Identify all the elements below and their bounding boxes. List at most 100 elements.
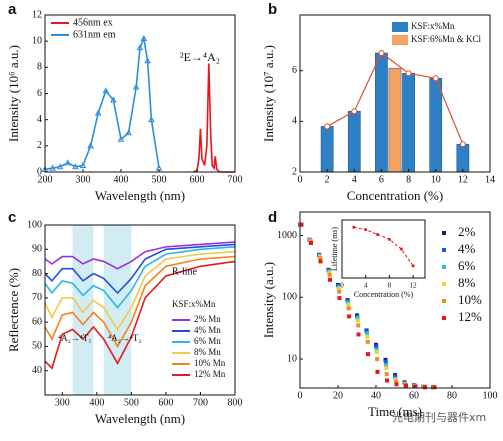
x-tick-label: 400	[114, 174, 129, 185]
x-tick-label: 300	[76, 174, 91, 185]
trend-marker	[432, 75, 439, 82]
y-axis-label: Reflectence (%)	[6, 268, 21, 352]
x-tick-label: 600	[158, 397, 173, 408]
y-tick-label: 100	[282, 292, 297, 303]
point	[337, 289, 342, 294]
plot-frame	[299, 14, 491, 173]
annotation: ⁴A₂→⁴T₂	[108, 333, 142, 343]
point	[384, 365, 389, 370]
point	[394, 379, 399, 384]
bar	[456, 143, 470, 173]
series-marker	[72, 163, 79, 170]
point	[346, 302, 351, 307]
point	[327, 270, 332, 275]
x-tick-label: 500	[152, 174, 167, 185]
point	[318, 256, 323, 261]
point	[374, 344, 379, 349]
inset-marker	[399, 247, 403, 251]
point	[356, 323, 361, 328]
legend-label: 8%	[458, 275, 476, 290]
annotation: ²E→⁴A₂	[180, 50, 220, 64]
point	[328, 277, 332, 282]
plot-frame	[44, 14, 236, 173]
x-axis-label: Concentration (%)	[347, 188, 443, 203]
x-tick-label: 8	[406, 174, 411, 185]
point	[384, 372, 389, 377]
point	[375, 357, 380, 362]
x-tick-label: 500	[124, 397, 139, 408]
y-tick-label: 4	[37, 114, 42, 125]
shaded-band	[72, 225, 94, 395]
inset-y-label: Lifetime (ms)	[330, 227, 339, 272]
panel-label: d	[268, 209, 277, 226]
series-marker	[49, 164, 56, 171]
series-line	[44, 250, 236, 331]
series-marker	[132, 83, 140, 90]
inset-marker	[376, 233, 380, 236]
y-tick-label: 10	[287, 353, 297, 364]
y-axis-label: Intensity (10⁶ a.u.)	[6, 45, 21, 142]
legend-swatch	[442, 299, 446, 303]
inset-x-label: Concentration (%)	[354, 290, 414, 299]
legend-swatch	[442, 231, 446, 235]
trend-marker	[405, 70, 412, 77]
series-marker	[140, 35, 148, 42]
y-tick-label: 10	[32, 35, 42, 46]
x-tick-label: 12	[410, 282, 418, 290]
y-tick-label: 90	[32, 244, 42, 255]
point	[299, 222, 304, 227]
plot-frame	[341, 219, 426, 279]
series-marker	[148, 116, 155, 123]
x-tick-label: 2	[325, 174, 330, 185]
series-line	[44, 260, 236, 370]
series-marker	[136, 44, 144, 51]
series-marker	[125, 129, 132, 136]
legend-swatch	[442, 265, 446, 269]
inset-background	[342, 220, 425, 278]
x-axis-label: Time (ms)	[368, 404, 422, 419]
y-tick-label: 2	[37, 140, 42, 151]
point	[309, 240, 313, 245]
x-tick-label: 700	[228, 174, 243, 185]
inset-marker	[364, 228, 368, 232]
y-tick-label: 8	[37, 62, 42, 73]
legend-label: 456nm ex	[73, 17, 113, 28]
y-tick-label: 80	[32, 268, 42, 279]
x-tick-label: 80	[447, 390, 457, 401]
x-tick-label: 8	[388, 282, 392, 290]
x-tick-label: 40	[371, 390, 381, 401]
y-tick-label: 1000	[277, 230, 297, 241]
x-tick-label: 700	[193, 397, 208, 408]
point	[383, 357, 388, 362]
point	[366, 352, 370, 357]
legend-swatch	[392, 22, 408, 32]
y-tick-label: 12	[32, 9, 42, 20]
trend-marker	[351, 108, 358, 115]
series-marker	[56, 163, 64, 170]
point	[318, 259, 323, 264]
annotation: ⁴A₂→⁴T₁	[58, 333, 92, 343]
legend-label: 12%	[458, 309, 482, 324]
inset-line	[353, 226, 414, 267]
x-tick-label: 200	[38, 174, 53, 185]
legend-swatch	[442, 248, 446, 252]
point	[355, 318, 360, 323]
series-line	[44, 241, 236, 270]
x-tick-label: 100	[483, 390, 498, 401]
x-tick-label: 800	[228, 397, 243, 408]
x-tick-label: 0	[340, 282, 344, 290]
x-tick-label: 10	[431, 174, 441, 185]
plot-frame	[299, 211, 491, 389]
inset-marker	[352, 225, 356, 229]
x-tick-label: 400	[89, 397, 104, 408]
trend-marker	[459, 141, 466, 148]
point	[356, 332, 361, 337]
point	[432, 385, 437, 390]
point	[365, 334, 370, 339]
legend-label: 4%	[458, 241, 476, 256]
legend-label: 12% Mn	[194, 369, 226, 379]
legend-label: 4% Mn	[194, 325, 221, 335]
x-tick-label: 60	[409, 390, 419, 401]
bar	[320, 126, 334, 173]
